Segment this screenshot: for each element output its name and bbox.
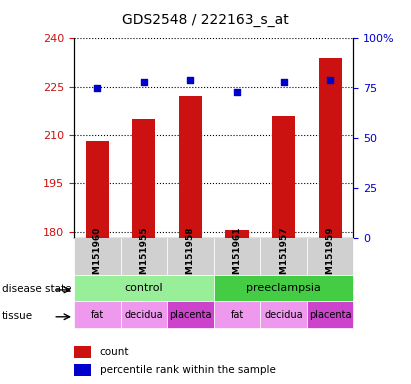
Point xyxy=(141,79,147,85)
FancyBboxPatch shape xyxy=(167,238,214,275)
Text: disease state: disease state xyxy=(2,284,72,294)
Text: placenta: placenta xyxy=(169,310,212,320)
FancyBboxPatch shape xyxy=(120,238,167,275)
Text: count: count xyxy=(100,347,129,357)
Point xyxy=(234,89,240,95)
Bar xyxy=(74,364,91,376)
Text: percentile rank within the sample: percentile rank within the sample xyxy=(100,365,276,375)
Text: preeclampsia: preeclampsia xyxy=(246,283,321,293)
Text: placenta: placenta xyxy=(309,310,351,320)
Bar xyxy=(74,346,91,358)
FancyBboxPatch shape xyxy=(120,301,167,328)
Point xyxy=(187,77,194,83)
FancyBboxPatch shape xyxy=(74,301,120,328)
Text: GSM151958: GSM151958 xyxy=(186,226,195,286)
Text: GSM151959: GSM151959 xyxy=(326,226,335,286)
Bar xyxy=(272,116,295,238)
Bar xyxy=(179,96,202,238)
FancyBboxPatch shape xyxy=(214,301,260,328)
FancyBboxPatch shape xyxy=(307,301,353,328)
Text: GDS2548 / 222163_s_at: GDS2548 / 222163_s_at xyxy=(122,13,289,27)
Text: fat: fat xyxy=(91,310,104,320)
Text: control: control xyxy=(125,283,163,293)
Text: GSM151960: GSM151960 xyxy=(93,226,102,286)
FancyBboxPatch shape xyxy=(214,275,353,301)
Text: GSM151957: GSM151957 xyxy=(279,226,288,286)
Bar xyxy=(85,141,109,238)
Bar xyxy=(319,58,342,238)
Point xyxy=(327,77,333,83)
FancyBboxPatch shape xyxy=(74,275,214,301)
Bar xyxy=(225,230,249,238)
Text: decidua: decidua xyxy=(125,310,163,320)
FancyBboxPatch shape xyxy=(167,301,214,328)
Text: GSM151955: GSM151955 xyxy=(139,226,148,286)
FancyBboxPatch shape xyxy=(214,238,260,275)
Text: GSM151961: GSM151961 xyxy=(233,226,242,286)
Text: fat: fat xyxy=(231,310,244,320)
Point xyxy=(94,85,101,91)
Point xyxy=(280,79,287,85)
Text: tissue: tissue xyxy=(2,311,33,321)
FancyBboxPatch shape xyxy=(74,238,120,275)
Bar xyxy=(132,119,155,238)
FancyBboxPatch shape xyxy=(260,238,307,275)
FancyBboxPatch shape xyxy=(307,238,353,275)
FancyBboxPatch shape xyxy=(260,301,307,328)
Text: decidua: decidua xyxy=(264,310,303,320)
